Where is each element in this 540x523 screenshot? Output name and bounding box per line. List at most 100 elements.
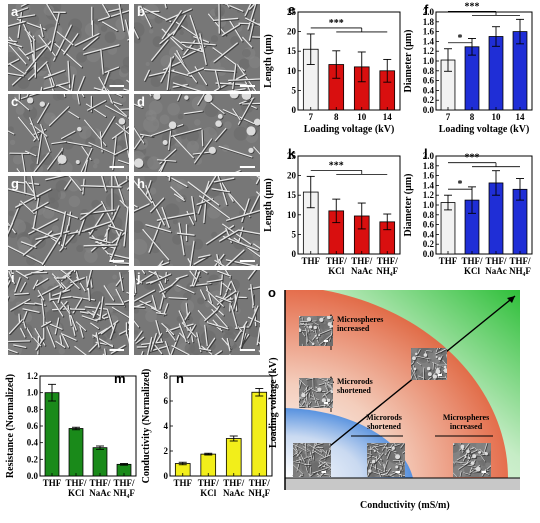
- sem-image-h: [134, 176, 260, 266]
- panel-label-d: d: [137, 94, 145, 109]
- x-tick-label: THF/: [65, 478, 87, 488]
- chart-e: 0 5 10 15 20 25 7 8 10 14 Loading voltage (kV) Leng…: [262, 2, 404, 142]
- x-tick-label: 10: [492, 112, 502, 122]
- panel-label-m: m: [114, 371, 126, 386]
- y-tick-label: 4: [164, 421, 169, 431]
- y-tick-label: 10: [287, 210, 297, 220]
- y-tick-label: 0.0: [423, 249, 435, 259]
- schematic-thumb-bottom-mid: [367, 443, 405, 477]
- x-tick-label: THF: [301, 256, 320, 266]
- x-tick-label: NH₄F: [376, 266, 398, 276]
- schematic-thumb-bottom-left: [293, 443, 331, 477]
- y-axis-label: Length (μm): [263, 34, 274, 88]
- bar: [200, 453, 217, 477]
- sem-image-d: [134, 94, 260, 172]
- sem-image-b: [134, 4, 260, 91]
- y-axis-label: Conductivity (Normalized): [141, 369, 152, 484]
- x-tick-label: THF/: [89, 478, 111, 488]
- y-tick-label: 6: [164, 396, 169, 406]
- y-axis-label: Length (μm): [263, 178, 274, 232]
- chart-k: 0 5 10 15 20 25 THF THF/KCl THF/NaAc THF/NH₄F Leng…: [262, 146, 404, 292]
- x-tick-label: THF/: [377, 256, 399, 266]
- schematic-thumb-top-left: [299, 316, 333, 346]
- y-tick-label: 2.0: [423, 151, 435, 161]
- x-tick-label: THF/: [249, 478, 271, 488]
- x-tick-label: KCl: [464, 266, 481, 276]
- x-tick-label: 14: [516, 112, 526, 122]
- significance-label: ***: [465, 153, 480, 164]
- schematic-o-xlabel: Conductivity (mS/m): [360, 500, 450, 511]
- x-tick-label: NaAc: [485, 266, 507, 276]
- y-tick-label: 20: [287, 27, 297, 37]
- x-tick-label: KCl: [68, 488, 85, 498]
- plot-frame: [297, 11, 401, 111]
- bar: [44, 392, 60, 477]
- panel-label-j: j: [137, 270, 141, 285]
- chart-f-svg: 0.00.20.40.60.81.01.21.41.61.82.0 7 8 10 14 L…: [403, 2, 533, 135]
- sem-panel-b: [134, 4, 260, 91]
- x-tick-label: 7: [446, 112, 451, 122]
- sem-panel-a: [8, 4, 129, 91]
- y-tick-label: 15: [287, 46, 297, 56]
- panel-label-g: g: [11, 176, 19, 191]
- x-tick-label: NaAc: [89, 488, 111, 498]
- y-tick-label: 0: [164, 471, 169, 481]
- y-tick-label: 0.8: [423, 66, 435, 76]
- annotation-microspheres-up: Microspheres increased: [337, 315, 384, 333]
- y-tick-label: 0.2: [423, 239, 435, 249]
- bar: [464, 46, 480, 111]
- y-tick-label: 1.0: [27, 388, 39, 398]
- y-tick-label: 2.0: [423, 7, 435, 17]
- y-tick-label: 0.6: [423, 76, 435, 86]
- chart-l: 0.0 0.2 0.4 0.6 0.8 1.0 1.2 1.4 1.6 1.8 2.0 THF THF/…: [402, 146, 536, 292]
- y-tick-label: 1.0: [423, 56, 435, 66]
- sem-panel-j: [134, 270, 260, 355]
- schematic-o: Microspheres increased Microrods shorten…: [283, 290, 520, 490]
- schematic-thumb-center: [411, 348, 447, 380]
- annotation-microrods-right: Microrods shortened: [366, 413, 402, 431]
- x-tick-label: THF: [173, 478, 192, 488]
- schematic-o-ylabel: Loading voltage (kV): [268, 357, 279, 448]
- significance-label: *: [458, 33, 463, 44]
- bar: [68, 428, 84, 477]
- chart-n: 0 2 4 6 8 THF THF/KCl THF/NaAc THF/NH₄F Conductiv…: [140, 368, 278, 520]
- y-tick-label: 0: [292, 105, 297, 115]
- sem-panel-i: [8, 270, 129, 355]
- x-tick-label: NH₄F: [113, 488, 135, 498]
- x-tick-label: KCl: [328, 266, 345, 276]
- x-tick-label: THF/: [326, 256, 348, 266]
- y-tick-label: 0.4: [423, 85, 435, 95]
- panel-label-l: l: [424, 146, 428, 161]
- plot-frame: [297, 155, 401, 255]
- y-tick-label: 1.4: [423, 36, 435, 46]
- panel-label-h: h: [137, 176, 145, 191]
- y-tick-label: 8: [164, 371, 169, 381]
- significance-label: ***: [329, 18, 344, 29]
- annotation-microspheres-right: Microspheres increased: [442, 413, 490, 431]
- y-tick-label: 0.2: [423, 95, 435, 105]
- chart-e-svg: 0 5 10 15 20 25 7 8 10 14 Loading voltage (kV) Leng…: [263, 7, 401, 135]
- significance-label: ***: [329, 160, 344, 171]
- x-tick-label: NH₄F: [248, 488, 270, 498]
- x-tick-label: KCl: [200, 488, 217, 498]
- bar: [488, 36, 504, 111]
- x-tick-label: THF/: [223, 478, 245, 488]
- sem-image-c: [8, 94, 129, 172]
- y-tick-label: 1.4: [423, 180, 435, 190]
- sem-panel-g: [8, 176, 129, 266]
- sem-image-g: [8, 176, 129, 266]
- schematic-thumb-mid-left: [299, 378, 333, 408]
- y-tick-label: 1.2: [27, 371, 39, 381]
- panel-label-n: n: [176, 371, 184, 386]
- y-tick-label: 1.2: [423, 46, 435, 56]
- y-axis-label: Diameter (μm): [403, 30, 414, 93]
- sem-image-a: [8, 4, 129, 91]
- bar: [225, 438, 242, 477]
- x-axis-label: Loading voltage (kV): [439, 124, 530, 135]
- panel-label-i: i: [11, 270, 15, 285]
- panel-label-o: o: [268, 285, 276, 300]
- y-tick-label: 0.8: [27, 404, 39, 414]
- x-axis-label: Loading voltage (kV): [304, 124, 395, 135]
